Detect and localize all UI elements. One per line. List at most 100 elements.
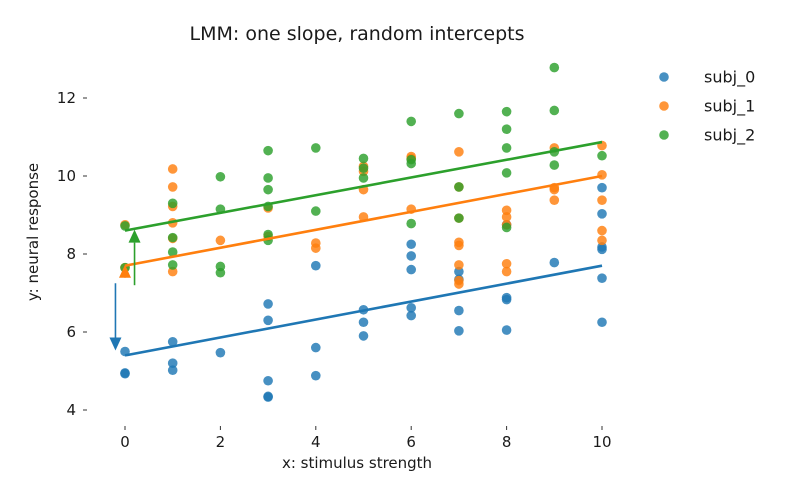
data-point-subj_0 [215, 347, 226, 358]
data-point-subj_1 [597, 170, 607, 180]
data-point-subj_2 [597, 150, 607, 161]
legend-marker-subj_0 [659, 72, 669, 82]
y-tick-label: 10 [57, 167, 76, 185]
data-point-subj_2 [311, 143, 321, 153]
data-point-subj_1 [167, 164, 178, 174]
data-point-subj_2 [454, 108, 464, 119]
data-point-subj_0 [167, 365, 178, 376]
data-point-subj_0 [454, 305, 464, 316]
data-point-subj_0 [311, 260, 321, 271]
data-point-subj_2 [358, 153, 369, 164]
data-point-subj_2 [167, 198, 178, 209]
data-point-subj_0 [406, 251, 417, 261]
data-point-subj_0 [406, 303, 417, 313]
data-point-subj_2 [120, 221, 130, 231]
x-tick-label: 0 [120, 433, 130, 451]
data-point-subj_0 [406, 310, 417, 321]
offset-arrow-head-subj_2 [128, 229, 141, 243]
data-point-subj_1 [549, 184, 560, 195]
data-point-subj_0 [263, 299, 273, 309]
data-point-subj_2 [263, 145, 273, 156]
data-point-subj_2 [263, 184, 273, 195]
data-point-subj_2 [215, 171, 226, 182]
data-point-subj_1 [597, 235, 607, 246]
data-point-subj_1 [311, 243, 321, 253]
data-point-subj_1 [549, 195, 560, 205]
data-point-subj_0 [167, 358, 178, 369]
data-point-subj_0 [263, 375, 273, 386]
data-point-subj_1 [597, 225, 607, 236]
data-point-subj_0 [454, 266, 464, 277]
y-tick-label: 12 [57, 89, 76, 107]
data-point-subj_0 [501, 325, 512, 335]
fit-line-subj_0 [124, 264, 603, 357]
data-point-subj_2 [167, 260, 178, 270]
data-point-subj_1 [215, 235, 226, 246]
data-point-subj_0 [597, 273, 607, 283]
legend-marker-subj_1 [659, 101, 669, 111]
data-point-subj_1 [501, 258, 512, 269]
data-point-subj_2 [406, 218, 417, 229]
data-point-subj_2 [454, 213, 464, 223]
data-point-subj_2 [358, 173, 369, 183]
legend-label-subj_2: subj_2 [704, 126, 755, 146]
data-point-subj_2 [167, 247, 178, 257]
data-point-subj_2 [549, 160, 560, 170]
y-tick-label: 8 [66, 245, 76, 263]
x-tick-label: 4 [311, 433, 321, 451]
chart-title: LMM: one slope, random intercepts [190, 23, 525, 45]
x-tick-label: 2 [216, 433, 226, 451]
fit-line-subj_1 [124, 174, 603, 267]
data-point-subj_0 [597, 182, 607, 193]
data-point-subj_0 [263, 315, 273, 326]
data-point-subj_0 [597, 209, 607, 219]
x-tick-label: 6 [406, 433, 416, 451]
data-point-subj_0 [454, 326, 464, 336]
data-point-subj_1 [454, 147, 464, 157]
data-point-subj_2 [358, 163, 369, 173]
data-point-subj_0 [167, 336, 178, 347]
data-point-subj_2 [311, 206, 321, 216]
data-point-subj_1 [454, 279, 464, 289]
x-tick-label: 10 [592, 433, 611, 451]
data-point-subj_0 [263, 392, 273, 402]
data-point-subj_1 [501, 266, 512, 277]
data-point-subj_2 [167, 232, 178, 243]
data-point-subj_1 [454, 260, 464, 270]
data-point-subj_2 [501, 168, 512, 178]
y-tick-label: 4 [66, 401, 76, 419]
data-point-subj_2 [549, 62, 560, 73]
data-point-subj_0 [358, 331, 369, 341]
data-point-subj_2 [549, 105, 560, 116]
offset-arrow-head-subj_1 [119, 264, 131, 278]
legend-label-subj_1: subj_1 [704, 97, 755, 117]
data-point-subj_0 [597, 244, 607, 255]
data-point-subj_2 [406, 158, 417, 169]
data-point-subj_2 [406, 116, 417, 127]
data-point-subj_0 [597, 317, 607, 328]
legend: subj_0 subj_1 subj_2 [659, 68, 755, 146]
data-point-subj_2 [215, 267, 226, 278]
plot-area: 0 2 4 6 8 10 4 6 8 10 12 [57, 62, 612, 451]
y-tick-label: 6 [66, 323, 76, 341]
legend-marker-subj_2 [659, 130, 669, 140]
data-point-subj_1 [597, 195, 607, 205]
data-point-subj_0 [549, 257, 560, 268]
data-point-subj_2 [454, 182, 464, 192]
data-point-subj_0 [311, 370, 321, 381]
data-point-subj_2 [501, 222, 512, 233]
data-point-subj_0 [406, 264, 417, 275]
data-point-subj_2 [263, 173, 273, 183]
data-point-subj_2 [501, 106, 512, 117]
data-point-subj_0 [311, 342, 321, 353]
data-point-subj_0 [406, 239, 417, 250]
data-point-subj_0 [501, 294, 512, 305]
x-tick-label: 8 [502, 433, 512, 451]
y-axis-label: y: neural response [24, 163, 42, 301]
data-point-subj_1 [501, 205, 512, 216]
data-point-subj_2 [501, 143, 512, 153]
data-point-subj_1 [167, 182, 178, 192]
data-point-subj_2 [501, 124, 512, 134]
data-point-subj_0 [120, 368, 130, 379]
